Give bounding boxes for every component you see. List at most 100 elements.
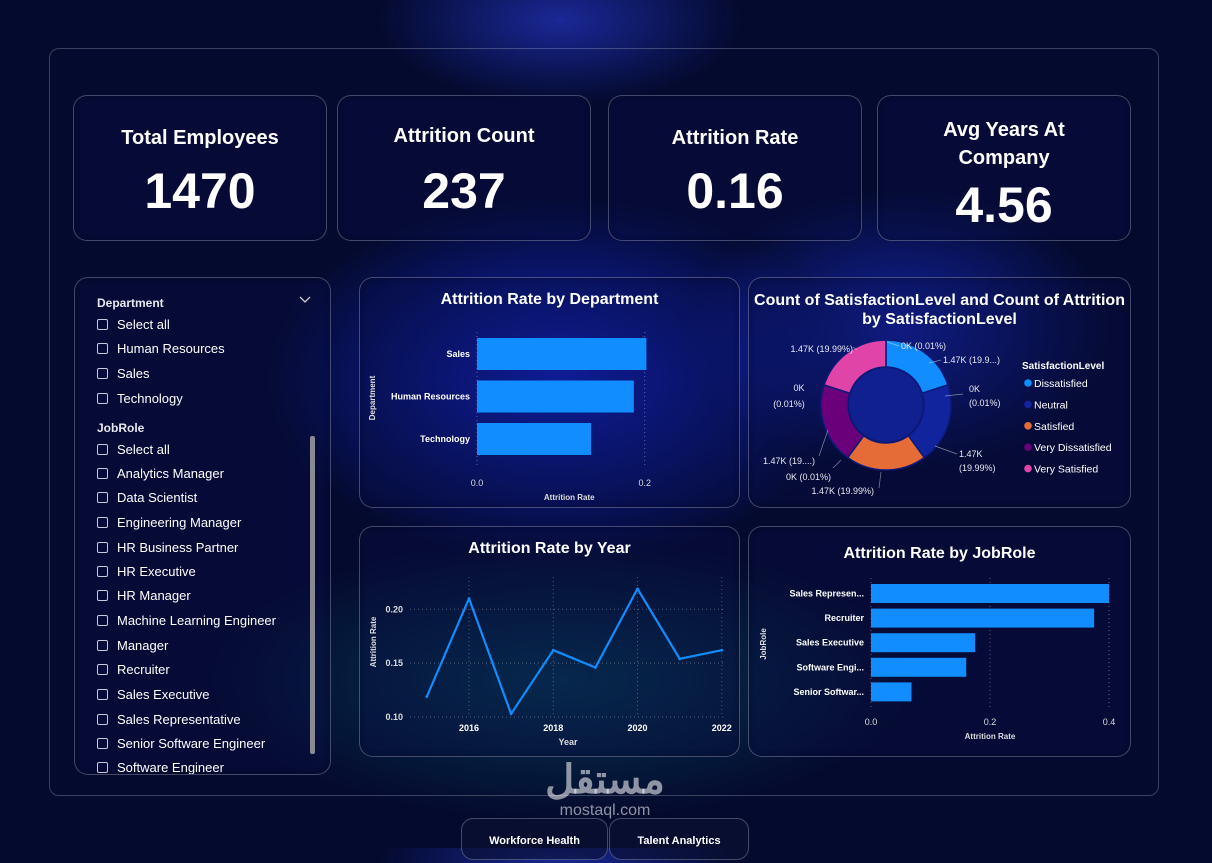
- leader-line: [852, 346, 858, 351]
- option-label: Select all: [117, 317, 170, 332]
- checkbox[interactable]: [97, 664, 108, 675]
- chart-attrition-by-year: Attrition Rate by Year 0.10 0.15 0.20 2016 2…: [359, 526, 740, 757]
- data-label: 0K: [793, 383, 804, 393]
- job-option[interactable]: Recruiter: [97, 662, 170, 677]
- x-tick-label: 2016: [459, 723, 479, 733]
- watermark-logo-text: مستقل: [545, 758, 665, 802]
- job-option[interactable]: Software Engineer: [97, 760, 224, 774]
- bar: [871, 682, 912, 702]
- checkbox[interactable]: [97, 319, 108, 330]
- job-option[interactable]: HR Manager: [97, 588, 191, 603]
- option-label: HR Executive: [117, 564, 196, 579]
- satisfaction-donut-chart: 0K (0.01%) 1.47K (19.9...) 0K (0.01%) 1.47K (…: [763, 339, 1112, 496]
- leader-line: [928, 359, 942, 364]
- data-label: 1.47K (19....): [763, 456, 815, 466]
- checkbox[interactable]: [97, 689, 108, 700]
- x-axis-label: Attrition Rate: [544, 493, 595, 502]
- x-tick-label: 0.2: [984, 717, 997, 727]
- dept-option-sales[interactable]: Sales: [97, 366, 150, 381]
- category-label: Recruiter: [824, 613, 864, 623]
- slicer-scrollbar[interactable]: [310, 436, 315, 754]
- leader-line: [944, 393, 964, 397]
- category-label: Human Resources: [391, 392, 470, 402]
- checkbox[interactable]: [97, 738, 108, 749]
- job-option[interactable]: Machine Learning Engineer: [97, 613, 276, 628]
- category-label: Software Engi...: [796, 662, 864, 672]
- checkbox[interactable]: [97, 393, 108, 404]
- checkbox[interactable]: [97, 368, 108, 379]
- checkbox[interactable]: [97, 566, 108, 577]
- data-point: [425, 695, 429, 698]
- job-option[interactable]: HR Executive: [97, 564, 196, 579]
- legend-marker: [1024, 443, 1032, 451]
- checkbox[interactable]: [97, 492, 108, 503]
- kpi-avg-years: Avg Years At Company 4.56: [877, 95, 1131, 241]
- job-option[interactable]: Analytics Manager: [97, 466, 224, 481]
- y-tick-label: 0.10: [385, 712, 403, 722]
- bar: [477, 423, 592, 455]
- legend-entry: Dissatisfied: [1034, 378, 1088, 390]
- option-label: Senior Software Engineer: [117, 736, 266, 751]
- leader-line: [818, 429, 829, 457]
- kpi-title: Attrition Rate: [671, 127, 799, 149]
- job-option[interactable]: Senior Software Engineer: [97, 736, 265, 751]
- y-axis-label: JobRole: [759, 628, 768, 660]
- data-point: [636, 587, 639, 591]
- dept-option-select-all[interactable]: Select all: [97, 317, 170, 332]
- job-option[interactable]: Sales Executive: [97, 687, 210, 702]
- job-option[interactable]: Engineering Manager: [97, 515, 241, 530]
- category-label: Sales Represen...: [789, 589, 864, 599]
- year-line-chart: 0.10 0.15 0.20 2016 2018 2020 2022 Year Attritio…: [369, 577, 732, 747]
- dept-option-human-resources[interactable]: Human Resources: [97, 341, 225, 356]
- chart-title: Attrition Rate by Department: [440, 291, 659, 308]
- checkbox[interactable]: [97, 615, 108, 626]
- checkbox[interactable]: [97, 590, 108, 601]
- data-label: 0K (0.01%): [786, 472, 831, 482]
- data-point: [593, 666, 597, 669]
- chevron-down-icon[interactable]: [299, 296, 311, 304]
- option-label: Sales Representative: [117, 712, 241, 727]
- job-option[interactable]: Data Scientist: [97, 490, 197, 505]
- checkbox[interactable]: [97, 343, 108, 354]
- option-label: Sales: [117, 366, 150, 381]
- job-option[interactable]: HR Business Partner: [97, 540, 238, 555]
- department-bar-chart: 0.0 0.2 Sales Human Resources Technology Attr…: [368, 332, 651, 502]
- checkbox[interactable]: [97, 517, 108, 528]
- option-label: Technology: [117, 391, 183, 406]
- legend-marker: [1024, 464, 1032, 473]
- bar: [871, 608, 1095, 628]
- checkbox[interactable]: [97, 444, 108, 455]
- slicer-panel: Department Select all Human Resources Sa…: [74, 277, 331, 775]
- option-label: Human Resources: [117, 341, 225, 356]
- data-label: 1.47K (19.99%): [811, 486, 874, 496]
- legend-entry: Satisfied: [1034, 421, 1074, 433]
- option-label: Engineering Manager: [117, 515, 242, 530]
- category-label: Technology: [420, 434, 470, 444]
- legend-entry: Very Dissatisfied: [1034, 442, 1112, 454]
- checkbox[interactable]: [97, 762, 108, 773]
- option-label: Recruiter: [117, 662, 170, 677]
- job-option[interactable]: Manager: [97, 638, 168, 653]
- legend-entry: Very Satisfied: [1034, 464, 1098, 476]
- donut-slice: [823, 339, 887, 395]
- checkbox[interactable]: [97, 714, 108, 725]
- kpi-value: 1470: [144, 163, 256, 219]
- tab-workforce-health[interactable]: Workforce Health: [461, 818, 608, 860]
- tab-talent-analytics[interactable]: Talent Analytics: [609, 818, 749, 860]
- series-line: [425, 587, 723, 715]
- option-label: Select all: [117, 442, 170, 457]
- y-axis-label: Attrition Rate: [369, 616, 378, 667]
- data-point: [720, 648, 724, 652]
- dept-option-technology[interactable]: Technology: [97, 391, 183, 406]
- bar: [871, 633, 976, 653]
- kpi-title: Attrition Count: [393, 125, 535, 147]
- y-axis-label: Department: [368, 375, 377, 420]
- checkbox[interactable]: [97, 542, 108, 553]
- y-tick-label: 0.20: [385, 604, 403, 614]
- job-option[interactable]: Sales Representative: [97, 712, 241, 727]
- jobrole-bar-chart: 0.0 0.2 0.4 Sales Represen... Recruiter Sales…: [759, 578, 1115, 741]
- data-point: [467, 597, 471, 600]
- checkbox[interactable]: [97, 640, 108, 651]
- checkbox[interactable]: [97, 468, 108, 479]
- job-option[interactable]: Select all: [97, 442, 170, 457]
